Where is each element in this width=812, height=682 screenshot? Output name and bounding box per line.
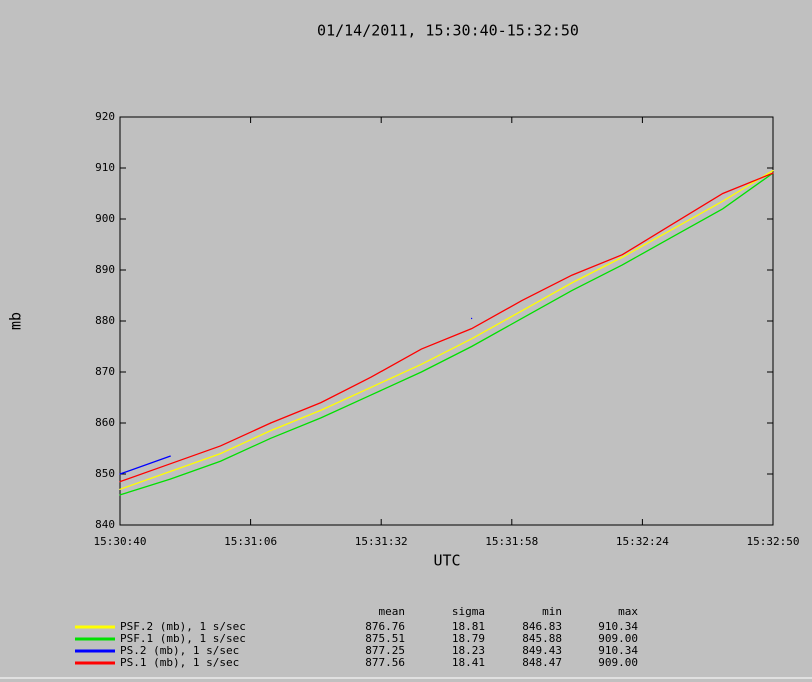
- x-tick-label: 15:32:50: [747, 535, 800, 548]
- x-tick-label: 15:32:24: [616, 535, 669, 548]
- stats-header: sigma: [452, 605, 485, 618]
- legend-label: PS.1 (mb), 1 s/sec: [120, 656, 239, 669]
- stats-cell: 18.81: [452, 620, 485, 633]
- chart-title: 01/14/2011, 15:30:40-15:32:50: [317, 22, 579, 40]
- stats-header: max: [618, 605, 638, 618]
- stats-cell: 876.76: [365, 620, 405, 633]
- y-tick-label: 840: [95, 518, 115, 531]
- y-tick-label: 920: [95, 110, 115, 123]
- stats-cell: 848.47: [522, 656, 562, 669]
- stats-header: mean: [379, 605, 406, 618]
- series-line: [119, 172, 774, 483]
- stats-cell: 877.25: [365, 644, 405, 657]
- x-tick-label: 15:31:58: [485, 535, 538, 548]
- x-tick-label: 15:30:40: [94, 535, 147, 548]
- series-line: [119, 172, 774, 496]
- stats-cell: 910.34: [598, 644, 638, 657]
- series-line: [119, 169, 774, 490]
- stats-cell: 909.00: [598, 656, 638, 669]
- y-tick-label: 880: [95, 314, 115, 327]
- y-tick-label: 860: [95, 416, 115, 429]
- y-tick-label: 850: [95, 467, 115, 480]
- x-axis-label: UTC: [433, 552, 460, 570]
- stats-cell: 909.00: [598, 632, 638, 645]
- legend-label: PS.2 (mb), 1 s/sec: [120, 644, 239, 657]
- y-axis-label: mb: [7, 312, 25, 330]
- stats-cell: 849.43: [522, 644, 562, 657]
- y-tick-label: 890: [95, 263, 115, 276]
- y-tick-label: 870: [95, 365, 115, 378]
- stats-cell: 18.79: [452, 632, 485, 645]
- x-tick-label: 15:31:06: [224, 535, 277, 548]
- legend-label: PSF.2 (mb), 1 s/sec: [120, 620, 246, 633]
- stats-cell: 877.56: [365, 656, 405, 669]
- stats-cell: 845.88: [522, 632, 562, 645]
- stats-cell: 910.34: [598, 620, 638, 633]
- stats-cell: 18.23: [452, 644, 485, 657]
- stats-cell: 18.41: [452, 656, 485, 669]
- legend-label: PSF.1 (mb), 1 s/sec: [120, 632, 246, 645]
- y-tick-label: 900: [95, 212, 115, 225]
- stats-cell: 875.51: [365, 632, 405, 645]
- stats-header: min: [542, 605, 562, 618]
- stats-cell: 846.83: [522, 620, 562, 633]
- x-tick-label: 15:31:32: [355, 535, 408, 548]
- y-tick-label: 910: [95, 161, 115, 174]
